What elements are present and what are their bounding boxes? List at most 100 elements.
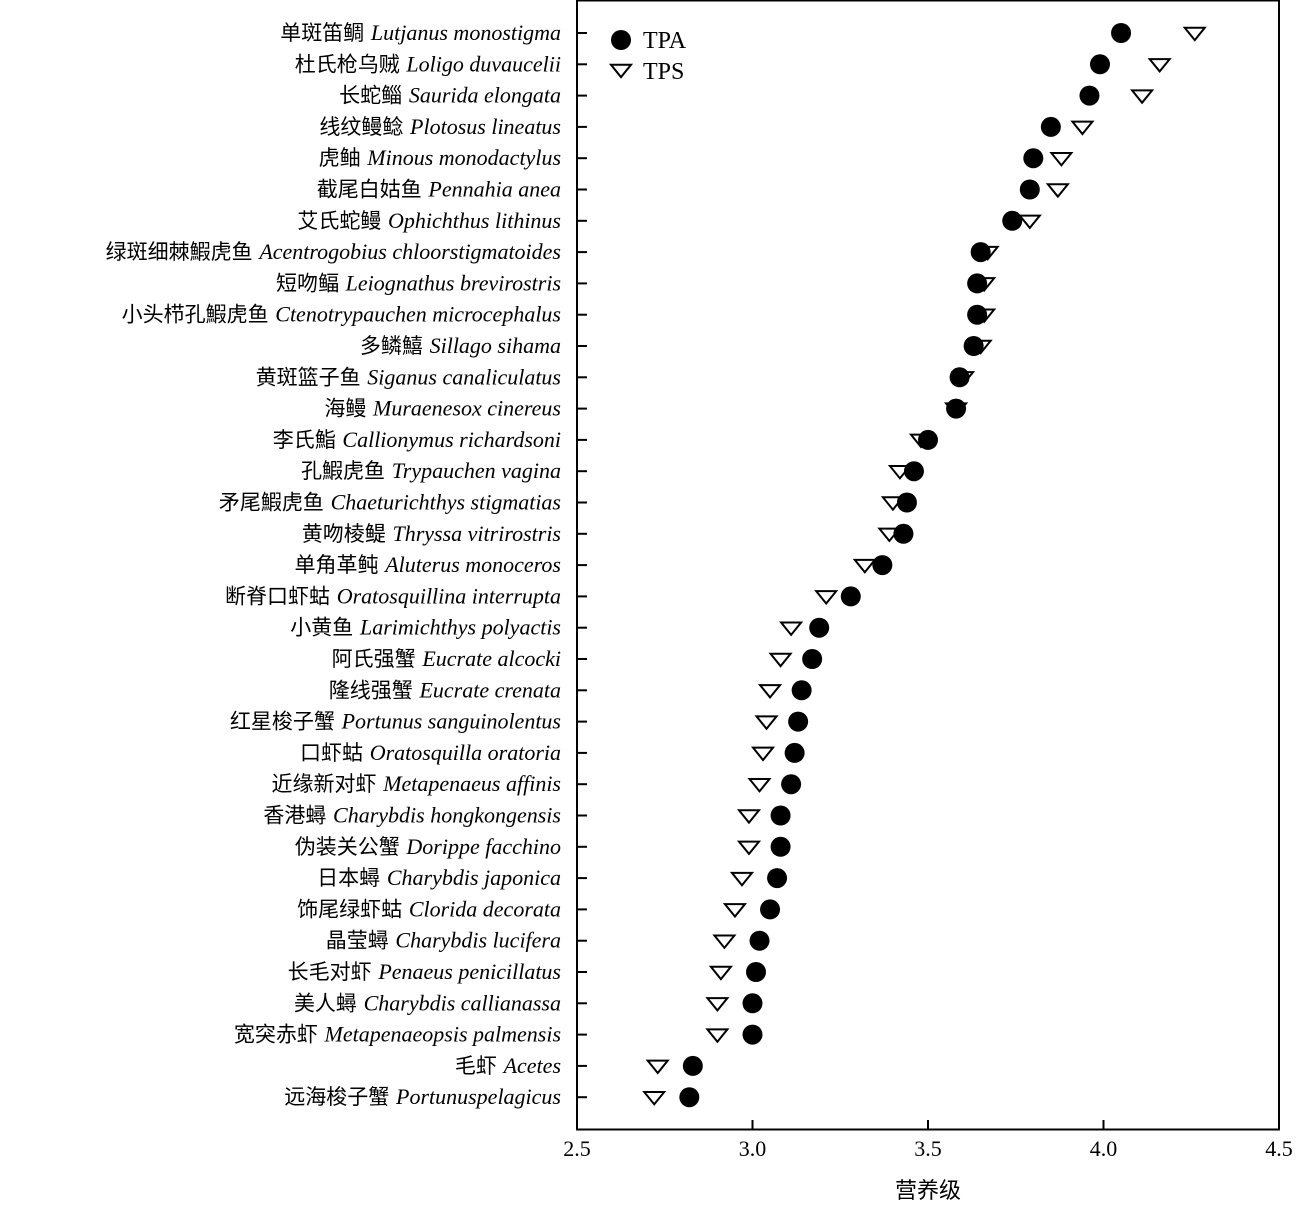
- species-latin-name: Acetes: [502, 1053, 561, 1078]
- tps-point: [747, 777, 772, 793]
- tps-point: [754, 715, 779, 731]
- tpa-point: [1079, 85, 1100, 106]
- species-label: 艾氏蛇鳗 Ophichthus lithinus: [297, 208, 561, 233]
- x-tick-label: 4.5: [1265, 1136, 1293, 1161]
- species-label: 海鳗 Muraenesox cinereus: [324, 396, 561, 421]
- species-label: 伪装关公蟹 Dorippe facchino: [295, 834, 561, 859]
- tpa-point: [872, 555, 893, 576]
- species-label: 晶莹蟳 Charybdis lucifera: [326, 928, 561, 953]
- species-label: 饰尾绿虾蛄 Clorida decorata: [297, 896, 561, 921]
- species-latin-name: Dorippe facchino: [405, 834, 561, 859]
- species-latin-name: Plotosus lineatus: [409, 114, 561, 139]
- tpa-point: [1019, 179, 1040, 200]
- species-chinese-name: 香港蟳: [263, 804, 333, 828]
- species-chinese-name: 远海梭子蟹: [284, 1085, 396, 1109]
- tps-point: [1049, 151, 1074, 167]
- species-chinese-name: 李氏鮨: [273, 428, 343, 452]
- species-latin-name: Charybdis lucifera: [395, 928, 561, 953]
- species-chinese-name: 阿氏强蟹: [332, 647, 423, 671]
- tpa-point: [967, 304, 988, 325]
- species-label: 单角革鲀 Aluterus monoceros: [295, 552, 561, 577]
- tpa-point: [1023, 148, 1044, 169]
- species-latin-name: Charybdis callianassa: [364, 990, 561, 1015]
- data-markers: [642, 23, 1207, 1108]
- species-label: 线纹鳗鲶 Plotosus lineatus: [319, 114, 561, 139]
- species-latin-name: Ophichthus lithinus: [388, 208, 561, 233]
- tps-point: [645, 1059, 670, 1075]
- species-chinese-name: 短吻鲾: [276, 271, 346, 295]
- species-label: 矛尾鰕虎鱼 Chaeturichthys stigmatias: [219, 490, 561, 515]
- species-label: 孔鰕虎鱼 Trypauchen vagina: [301, 458, 561, 483]
- legend-tpa-marker: [611, 30, 631, 50]
- species-chinese-name: 艾氏蛇鳗: [297, 209, 388, 233]
- tpa-point: [809, 617, 830, 638]
- species-label: 美人蟳 Charybdis callianassa: [294, 990, 561, 1015]
- species-chinese-name: 线纹鳗鲶: [319, 115, 410, 139]
- tpa-point: [903, 461, 924, 482]
- species-chinese-name: 虎鲉: [319, 146, 368, 170]
- species-chinese-name: 多鳞鱚: [360, 334, 430, 358]
- species-label: 单斑笛鲷 Lutjanus monostigma: [280, 20, 561, 45]
- species-latin-name: Penaeus penicillatus: [377, 959, 561, 984]
- tpa-point: [893, 523, 914, 544]
- species-chinese-name: 黄吻棱鳀: [302, 522, 393, 546]
- species-chinese-name: 长毛对虾: [288, 960, 379, 984]
- x-tick-label: 3.5: [914, 1136, 942, 1161]
- tps-point: [1045, 183, 1070, 199]
- species-label: 杜氏枪乌贼 Loligo duvaucelii: [295, 51, 561, 76]
- species-chinese-name: 单角革鲀: [295, 553, 386, 577]
- species-latin-name: Loligo duvaucelii: [405, 51, 561, 76]
- tpa-point: [1002, 210, 1023, 231]
- tpa-point: [749, 930, 770, 951]
- species-latin-name: Charybdis japonica: [387, 865, 561, 890]
- tpa-point: [1111, 23, 1132, 43]
- tpa-point: [770, 836, 791, 857]
- species-chinese-name: 孔鰕虎鱼: [301, 459, 392, 483]
- species-chinese-name: 红星梭子蟹: [230, 710, 342, 734]
- species-latin-name: Aluterus monoceros: [383, 552, 561, 577]
- tpa-point: [742, 1024, 763, 1045]
- species-label: 小头栉孔鰕虎鱼 Ctenotrypauchen microcephalus: [122, 302, 561, 327]
- tpa-point: [746, 962, 767, 982]
- tps-point: [779, 621, 804, 637]
- tpa-point: [946, 398, 967, 419]
- species-chinese-name: 黄斑篮子鱼: [256, 365, 368, 389]
- tpa-point: [788, 711, 809, 732]
- species-chinese-name: 海鳗: [324, 397, 373, 421]
- species-latin-name: Portunus sanguinolentus: [341, 709, 561, 734]
- species-label: 阿氏强蟹 Eucrate alcocki: [332, 646, 561, 671]
- species-label: 小黄鱼 Larimichthys polyactis: [290, 615, 561, 640]
- tpa-point: [781, 774, 802, 795]
- species-label: 香港蟳 Charybdis hongkongensis: [263, 803, 561, 828]
- species-label: 日本蟳 Charybdis japonica: [317, 865, 561, 890]
- tps-point: [750, 746, 776, 762]
- x-ticks: 2.5 3.0 3.5 4.0 4.5: [563, 1120, 1293, 1161]
- species-latin-name: Clorida decorata: [409, 896, 561, 921]
- species-latin-name: Portunuspelagicus: [395, 1084, 561, 1109]
- tps-point: [736, 840, 762, 856]
- species-latin-name: Minous monodactylus: [366, 145, 561, 170]
- species-latin-name: Lutjanus monostigma: [370, 20, 561, 45]
- species-label: 李氏鮨 Callionymus richardsoni: [273, 427, 561, 452]
- species-latin-name: Oratosquillina interrupta: [337, 583, 561, 608]
- legend-tpa-label: TPA: [643, 28, 687, 54]
- species-latin-name: Acentrogobius chloorstigmatoides: [257, 239, 561, 264]
- tpa-point: [682, 1055, 703, 1076]
- species-latin-name: Callionymus richardsoni: [342, 427, 561, 452]
- tps-point: [712, 934, 737, 950]
- species-latin-name: Siganus canaliculatus: [367, 364, 561, 389]
- species-chinese-name: 矛尾鰕虎鱼: [219, 491, 331, 515]
- species-label: 隆线强蟹 Eucrate crenata: [329, 677, 561, 702]
- species-latin-name: Oratosquilla oratoria: [370, 740, 561, 765]
- tpa-point: [967, 273, 988, 294]
- x-tick-label: 4.0: [1090, 1136, 1118, 1161]
- species-chinese-name: 杜氏枪乌贼: [295, 52, 407, 76]
- tps-point: [705, 1028, 730, 1044]
- tps-point: [1147, 58, 1172, 74]
- tpa-point: [896, 492, 917, 513]
- species-chinese-name: 断脊口虾蛄: [225, 584, 337, 608]
- tps-point: [642, 1090, 667, 1106]
- tpa-point: [679, 1087, 700, 1108]
- species-latin-name: Trypauchen vagina: [392, 458, 561, 483]
